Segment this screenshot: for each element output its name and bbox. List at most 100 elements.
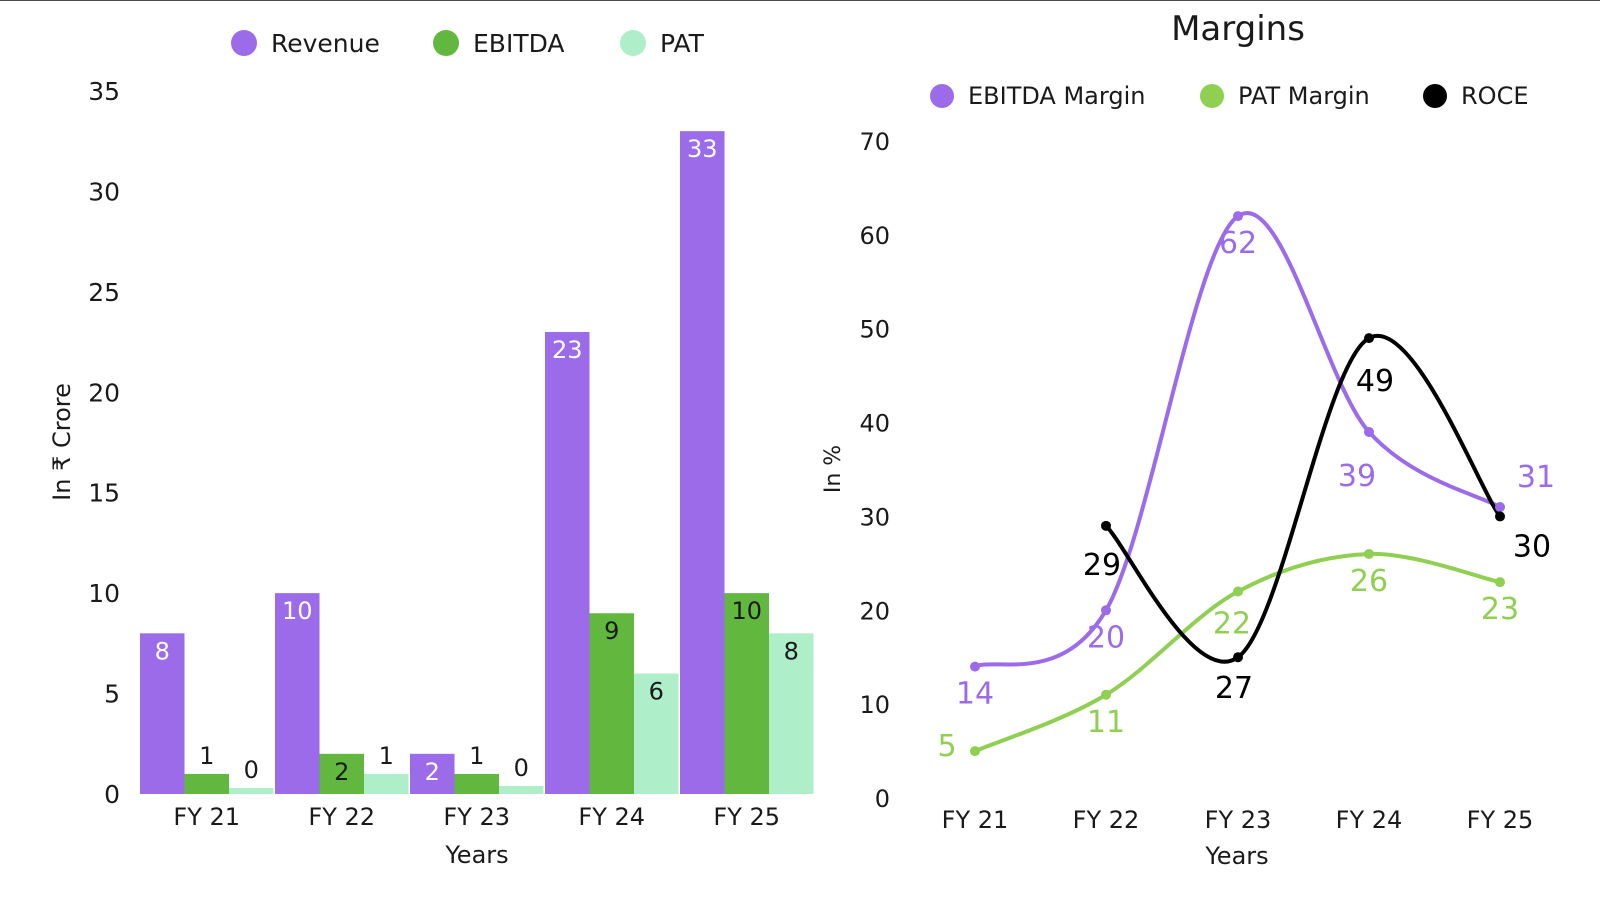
line-chart-title: Margins (1171, 9, 1305, 49)
line-chart-legend: EBITDA Margin PAT Margin ROCE (930, 82, 1529, 110)
bar-label-revenue-fy-25: 33 (687, 135, 718, 163)
point-pat-margin-fy-21 (970, 746, 980, 757)
label-roce-fy-24: 49 (1356, 364, 1394, 399)
point-roce-fy-23 (1233, 652, 1243, 663)
line-y-tick-50: 50 (859, 316, 890, 344)
line-x-tick-fy-22: FY 22 (1073, 806, 1140, 834)
point-pat-margin-fy-22 (1101, 689, 1111, 700)
line-x-axis-title: Years (1204, 842, 1268, 870)
label-ebitda-margin-fy-25: 31 (1517, 460, 1555, 495)
label-ebitda-margin-fy-22: 20 (1087, 620, 1125, 655)
bar-pat-fy-25 (769, 633, 814, 794)
label-roce-fy-23: 27 (1215, 671, 1253, 706)
bar-revenue-fy-24 (545, 332, 590, 794)
bar-ebitda-fy-24 (589, 613, 634, 794)
top-border (0, 0, 1600, 1)
point-ebitda-margin-fy-21 (970, 661, 980, 672)
bar-label-revenue-fy-21: 8 (155, 637, 170, 665)
bar-label-pat-fy-22: 1 (379, 742, 394, 770)
line-chart-data-labels: 14 20 62 39 31 5 11 22 26 23 29 27 49 30 (937, 226, 1555, 764)
bar-revenue-fy-25 (680, 131, 725, 794)
bar-y-tick-10: 10 (88, 579, 120, 608)
bar-label-ebitda-fy-25: 10 (731, 597, 762, 625)
line-y-tick-30: 30 (859, 503, 890, 531)
bar-label-revenue-fy-22: 10 (282, 597, 313, 625)
label-pat-margin-fy-24: 26 (1350, 564, 1388, 599)
line-y-tick-60: 60 (859, 222, 890, 250)
bar-x-tick-fy-21: FY 21 (173, 803, 240, 831)
point-ebitda-margin-fy-23 (1233, 211, 1243, 222)
bar-y-tick-0: 0 (104, 780, 120, 809)
bar-pat-fy-24 (634, 673, 679, 794)
bar-y-axis-ticks: 0 5 10 15 20 25 30 35 (88, 77, 120, 809)
line-y-tick-20: 20 (859, 597, 890, 625)
legend-marker-roce (1423, 84, 1447, 108)
bar-label-ebitda-fy-23: 1 (469, 742, 484, 770)
bar-pat-fy-23 (499, 785, 544, 794)
line-y-axis-ticks: 0 10 20 30 40 50 60 70 (859, 128, 890, 813)
bar-pat-fy-22 (364, 773, 409, 794)
bar-revenue-fy-21 (140, 633, 185, 794)
line-roce (1104, 333, 1502, 664)
point-pat-margin-fy-24 (1364, 548, 1374, 559)
bar-x-tick-fy-22: FY 22 (308, 803, 375, 831)
bar-y-axis-title: In ₹ Crore (48, 383, 76, 501)
bar-label-ebitda-fy-22: 2 (334, 758, 349, 786)
bar-chart-bars (140, 131, 814, 794)
legend-label-roce: ROCE (1461, 82, 1529, 110)
line-x-tick-fy-24: FY 24 (1336, 806, 1403, 834)
line-y-tick-40: 40 (859, 410, 890, 438)
bar-label-pat-fy-25: 8 (784, 637, 799, 665)
bar-label-revenue-fy-23: 2 (425, 758, 440, 786)
point-roce-fy-25 (1495, 511, 1505, 522)
bar-ebitda-fy-21 (184, 773, 229, 794)
legend-label-pat-margin: PAT Margin (1238, 82, 1370, 110)
label-roce-fy-25: 30 (1513, 529, 1551, 564)
bar-label-pat-fy-24: 6 (649, 677, 664, 705)
bar-y-tick-20: 20 (88, 378, 120, 407)
bar-pat-fy-21 (229, 787, 274, 794)
bar-chart-legend: Revenue EBITDA PAT (231, 29, 705, 58)
bar-y-tick-25: 25 (88, 278, 120, 307)
bar-y-tick-30: 30 (88, 177, 120, 206)
point-pat-margin-fy-25 (1495, 577, 1505, 588)
line-x-tick-fy-25: FY 25 (1467, 806, 1534, 834)
legend-marker-ebitda (433, 30, 459, 56)
point-ebitda-margin-fy-22 (1101, 605, 1111, 616)
label-ebitda-margin-fy-21: 14 (956, 677, 994, 712)
legend-marker-ebitda-margin (930, 84, 954, 108)
line-x-tick-fy-21: FY 21 (942, 806, 1009, 834)
bar-x-tick-fy-23: FY 23 (443, 803, 510, 831)
label-ebitda-margin-fy-23: 62 (1219, 226, 1257, 261)
bar-ebitda-fy-22 (319, 753, 364, 794)
point-roce-fy-24 (1364, 333, 1374, 344)
line-y-tick-70: 70 (859, 128, 890, 156)
point-ebitda-margin-fy-25 (1495, 502, 1505, 513)
bar-x-tick-fy-24: FY 24 (578, 803, 645, 831)
label-pat-margin-fy-23: 22 (1213, 607, 1251, 642)
bar-y-tick-35: 35 (88, 77, 120, 106)
label-ebitda-margin-fy-24: 39 (1338, 459, 1376, 494)
bar-label-ebitda-fy-21: 1 (199, 742, 214, 770)
legend-label-pat: PAT (660, 29, 705, 58)
bar-label-pat-fy-23: 0 (514, 754, 529, 782)
bar-label-ebitda-fy-24: 9 (604, 617, 619, 645)
bar-revenue-fy-22 (275, 593, 320, 794)
point-roce-fy-22 (1101, 520, 1111, 531)
bar-y-tick-5: 5 (104, 680, 120, 709)
bar-ebitda-fy-25 (724, 593, 769, 794)
point-pat-margin-fy-23 (1233, 586, 1243, 597)
bar-revenue-fy-23 (410, 753, 455, 794)
label-pat-margin-fy-21: 5 (937, 729, 956, 764)
line-y-tick-10: 10 (859, 691, 890, 719)
bar-label-pat-fy-21: 0 (244, 756, 259, 784)
line-x-tick-fy-23: FY 23 (1205, 806, 1272, 834)
label-pat-margin-fy-22: 11 (1087, 705, 1125, 740)
legend-label-revenue: Revenue (271, 29, 380, 58)
bar-x-axis-ticks: FY 21 FY 22 FY 23 FY 24 FY 25 (173, 803, 780, 831)
point-ebitda-margin-fy-24 (1364, 426, 1374, 437)
